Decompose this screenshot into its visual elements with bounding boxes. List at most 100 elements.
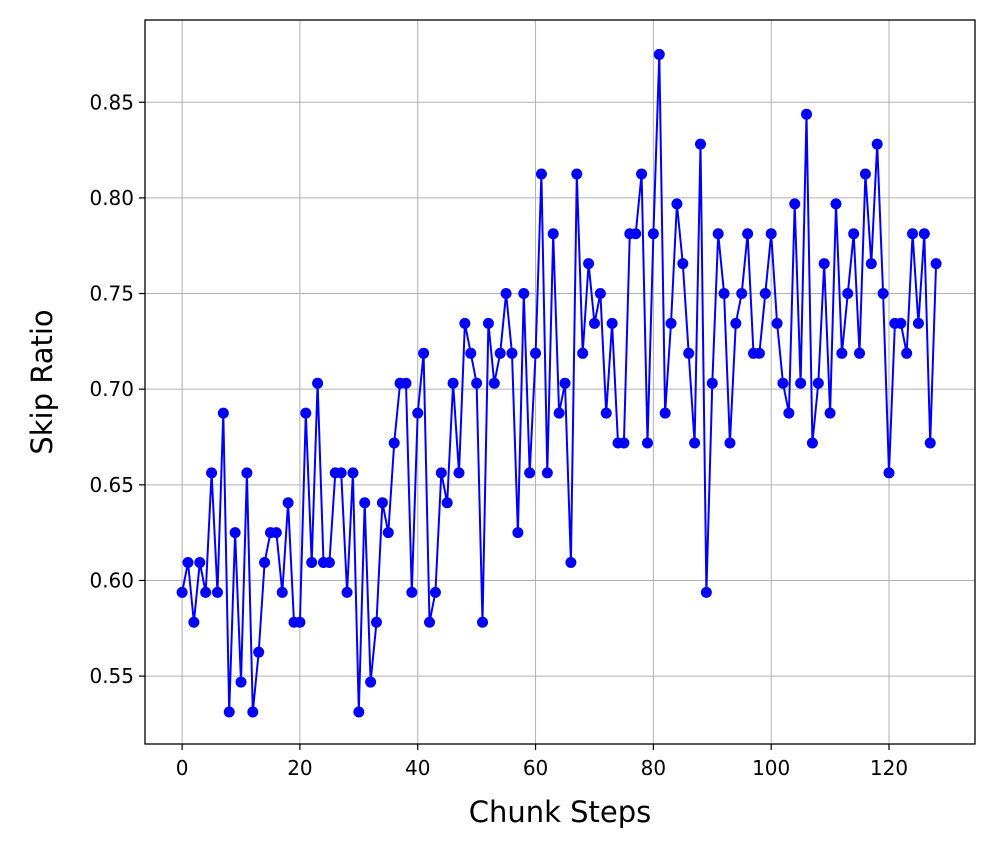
data-point <box>730 317 742 329</box>
data-point <box>842 288 854 300</box>
y-tick-label: 0.70 <box>89 377 134 401</box>
data-point <box>836 347 848 359</box>
data-point <box>553 407 565 419</box>
data-point <box>359 497 371 509</box>
data-point <box>877 288 889 300</box>
data-point <box>665 317 677 329</box>
data-point <box>801 108 813 120</box>
data-point <box>182 557 194 569</box>
data-point <box>512 527 524 539</box>
data-point <box>565 557 577 569</box>
data-point <box>854 347 866 359</box>
data-point <box>223 706 235 718</box>
data-point <box>341 586 353 598</box>
data-point <box>276 586 288 598</box>
data-point <box>859 168 871 180</box>
y-tick-label: 0.55 <box>89 664 134 688</box>
data-point <box>588 317 600 329</box>
data-point <box>506 347 518 359</box>
data-point <box>653 48 665 60</box>
data-point <box>647 228 659 240</box>
data-point <box>235 676 247 688</box>
data-point <box>606 317 618 329</box>
data-point <box>712 228 724 240</box>
grid <box>145 20 975 744</box>
data-point <box>689 437 701 449</box>
y-tick-label: 0.65 <box>89 473 134 497</box>
x-tick-label: 120 <box>870 756 908 780</box>
data-point <box>429 586 441 598</box>
data-point <box>188 616 200 628</box>
data-point <box>724 437 736 449</box>
data-point <box>482 317 494 329</box>
data-point <box>918 228 930 240</box>
data-point <box>418 347 430 359</box>
data-point <box>559 377 571 389</box>
y-tick-label: 0.60 <box>89 568 134 592</box>
y-tick-label: 0.75 <box>89 282 134 306</box>
data-point <box>783 407 795 419</box>
data-point <box>241 467 253 479</box>
x-tick-label: 100 <box>752 756 790 780</box>
x-tick-label: 80 <box>641 756 666 780</box>
data-point <box>477 616 489 628</box>
data-point <box>535 168 547 180</box>
data-point <box>577 347 589 359</box>
data-point <box>524 467 536 479</box>
data-point <box>571 168 583 180</box>
data-point <box>912 317 924 329</box>
data-point <box>671 198 683 210</box>
data-point <box>194 557 206 569</box>
data-point <box>365 676 377 688</box>
data-point <box>459 317 471 329</box>
data-point <box>930 258 942 270</box>
data-point <box>777 377 789 389</box>
data-point <box>924 437 936 449</box>
data-point <box>412 407 424 419</box>
data-point <box>759 288 771 300</box>
data-point <box>683 347 695 359</box>
x-tick-label: 60 <box>523 756 548 780</box>
data-point <box>824 407 836 419</box>
data-point <box>500 288 512 300</box>
data-point <box>435 467 447 479</box>
data-point <box>883 467 895 479</box>
data-point <box>641 437 653 449</box>
data-point <box>736 288 748 300</box>
data-point <box>494 347 506 359</box>
data-point <box>718 288 730 300</box>
plot-frame <box>144 19 976 745</box>
data-point <box>630 228 642 240</box>
data-point <box>636 168 648 180</box>
data-point <box>270 527 282 539</box>
data-point <box>253 646 265 658</box>
data-point <box>371 616 383 628</box>
data-point <box>388 437 400 449</box>
data-point <box>312 377 324 389</box>
data-point <box>677 258 689 270</box>
data-point <box>694 138 706 150</box>
data-point <box>400 377 412 389</box>
data-point <box>229 527 241 539</box>
data-point <box>465 347 477 359</box>
data-point <box>865 258 877 270</box>
data-point <box>488 377 500 389</box>
data-point <box>447 377 459 389</box>
data-point <box>200 586 212 598</box>
data-point <box>530 347 542 359</box>
data-point <box>895 317 907 329</box>
data-point <box>706 377 718 389</box>
data-point <box>247 706 259 718</box>
series-line <box>176 48 942 718</box>
data-point <box>901 347 913 359</box>
data-point <box>600 407 612 419</box>
data-point <box>353 706 365 718</box>
data-point <box>217 407 229 419</box>
data-point <box>818 258 830 270</box>
data-point <box>541 467 553 479</box>
data-point <box>753 347 765 359</box>
data-point <box>742 228 754 240</box>
data-point <box>848 228 860 240</box>
data-point <box>441 497 453 509</box>
data-point <box>518 288 530 300</box>
